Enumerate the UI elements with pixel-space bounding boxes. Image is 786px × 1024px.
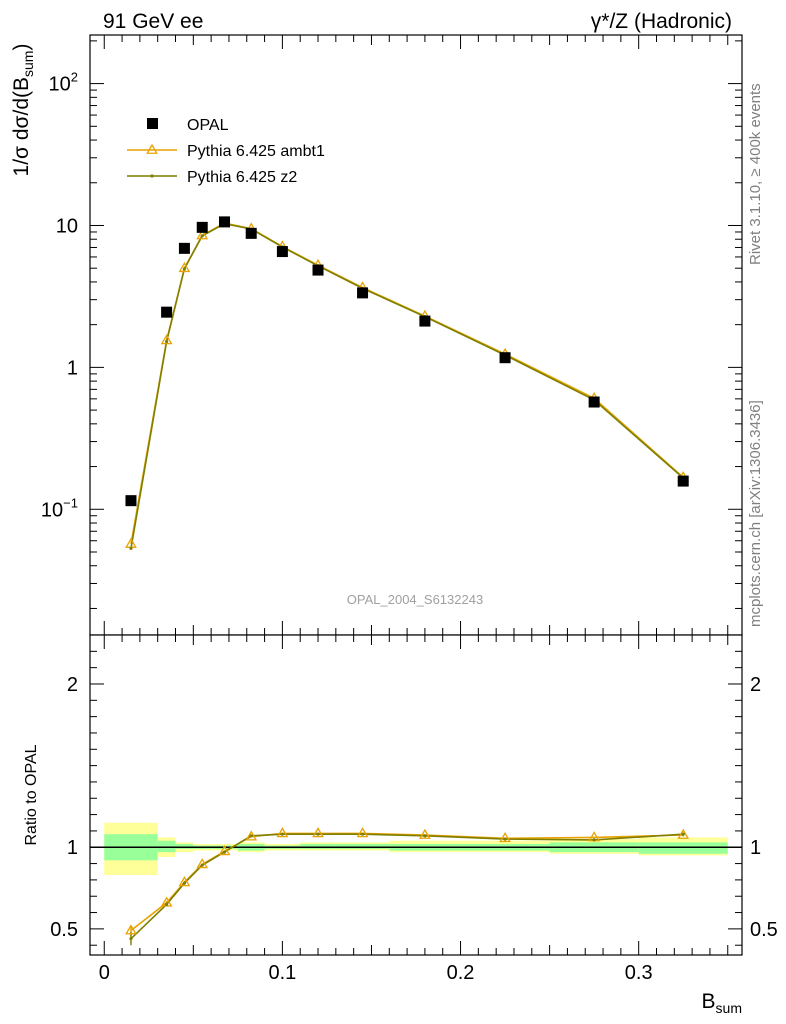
ratio-ambt1-point	[677, 828, 690, 839]
ratio-z2-point	[592, 838, 596, 842]
legend-entry-label: Pythia 6.425 z2	[187, 169, 297, 186]
ratio-band-inner	[157, 840, 176, 853]
opal-point	[178, 242, 190, 254]
ratio-ambt1-point	[312, 827, 324, 838]
opal-point	[196, 221, 208, 233]
opal-point	[588, 396, 600, 408]
legend: OPAL Pythia 6.425 ambt1 Pythia 6.425 z2	[127, 117, 325, 186]
ratio-series-layer	[125, 827, 690, 946]
side-label-bottom: mcplots.cern.ch [arXiv:1306.3436]	[747, 400, 764, 627]
ratio-band-inner	[300, 843, 336, 849]
ratio-z2-point	[503, 837, 507, 841]
x-tick-label: 0.2	[447, 962, 475, 984]
ratio-z2-point	[129, 937, 133, 941]
opal-point	[245, 227, 257, 239]
z2-point	[182, 267, 187, 271]
ratio-z2-point	[182, 881, 187, 885]
ratio-ambt1-point	[218, 845, 231, 856]
ratio-z2-point	[222, 850, 227, 854]
ratio-band-inner	[638, 842, 728, 854]
ratio-z2-point	[681, 832, 685, 836]
ratio-ambt1-point	[419, 828, 431, 839]
legend-ambt1-marker	[146, 143, 158, 154]
ratio-ambt1-point	[178, 876, 191, 887]
ambt1-point	[178, 261, 191, 273]
ratio-y-tick-label-right: 2	[750, 674, 761, 696]
ratio-uncertainty-bands	[90, 822, 742, 875]
opal-point	[125, 495, 137, 507]
side-label-top: Rivet 3.1.10, ≥ 400k events	[747, 83, 764, 265]
opal-point	[218, 216, 230, 228]
x-tick-label: 0.3	[625, 962, 653, 984]
header-left: 91 GeV ee	[103, 10, 203, 33]
ratio-plot-frame	[89, 634, 743, 956]
ratio-panel: 0.5 0.5 1 1 2 2 0 0.1 0.2 0.3 Ratio to OPAL Bsum	[23, 634, 778, 1016]
x-tick-label: 0.1	[268, 962, 296, 984]
ratio-y-axis-label: Ratio to OPAL	[23, 744, 40, 845]
ratio-y-tick-label: 2	[67, 674, 78, 696]
ratio-ambt1-point	[196, 858, 209, 869]
header-right: γ*/Z (Hadronic)	[591, 10, 732, 33]
ratio-ambt1-point	[245, 830, 258, 841]
main-y-tick-label: 1	[67, 357, 78, 379]
opal-point	[499, 352, 511, 364]
ratio-y-tick-label: 1	[67, 837, 78, 859]
ratio-y-tick-label-right: 0.5	[750, 919, 778, 941]
main-y-tick-label: 10−1	[41, 495, 78, 521]
legend-opal-marker	[147, 118, 158, 129]
ratio-plot-area	[90, 635, 742, 955]
opal-point	[276, 246, 288, 258]
ratio-ambt1-point	[499, 831, 511, 843]
ratio-band-inner	[175, 843, 194, 849]
opal-point	[312, 264, 324, 276]
ambt1-point	[196, 229, 209, 240]
main-y-axis-label: 1/σ dσ/d(Bsum)	[10, 44, 36, 177]
ratio-z2-point	[249, 834, 253, 838]
ratio-axis-ticks: 0.5 0.5 1 1 2 2 0 0.1 0.2 0.3	[50, 635, 778, 984]
ratio-ambt1-point	[356, 827, 369, 838]
main-series-layer	[125, 216, 690, 550]
legend-entry-label: Pythia 6.425 ambt1	[187, 143, 325, 160]
ratio-band-inner	[335, 843, 390, 849]
ratio-z2-point	[280, 832, 284, 836]
main-panel: 10−1 1 10 102 OPAL_2004_S6132243 OPAL Pythia…	[10, 34, 743, 636]
main-plot-area	[90, 35, 742, 635]
ratio-z2-point	[316, 832, 320, 836]
main-y-tick-label: 102	[49, 70, 78, 96]
legend-z2-marker	[150, 174, 154, 178]
x-axis-label: Bsum	[702, 990, 742, 1016]
ratio-z2-point	[165, 902, 169, 906]
watermark: OPAL_2004_S6132243	[347, 592, 483, 607]
opal-point	[357, 287, 369, 299]
ratio-z2-point	[200, 863, 204, 867]
ratio-y-tick-label: 0.5	[50, 919, 78, 941]
main-axis-ticks: 10−1 1 10 102	[41, 35, 742, 635]
ratio-ambt1-point	[276, 827, 289, 838]
main-y-tick-label: 10	[56, 215, 78, 237]
z2-point	[129, 546, 133, 550]
ratio-ambt1-point	[160, 896, 173, 907]
z2-point	[165, 339, 169, 344]
legend-entry-label: OPAL	[187, 117, 229, 134]
z2-point	[200, 234, 204, 238]
opal-point	[161, 306, 173, 318]
ratio-y-tick-label-right: 1	[750, 837, 761, 859]
opal-point	[677, 475, 689, 487]
ratio-z2-point	[423, 834, 427, 838]
opal-point	[419, 315, 431, 327]
ratio-ambt1-point	[125, 924, 137, 935]
ratio-z2-point	[360, 832, 365, 836]
x-tick-label: 0	[99, 962, 110, 984]
ambt1-point	[160, 334, 173, 345]
